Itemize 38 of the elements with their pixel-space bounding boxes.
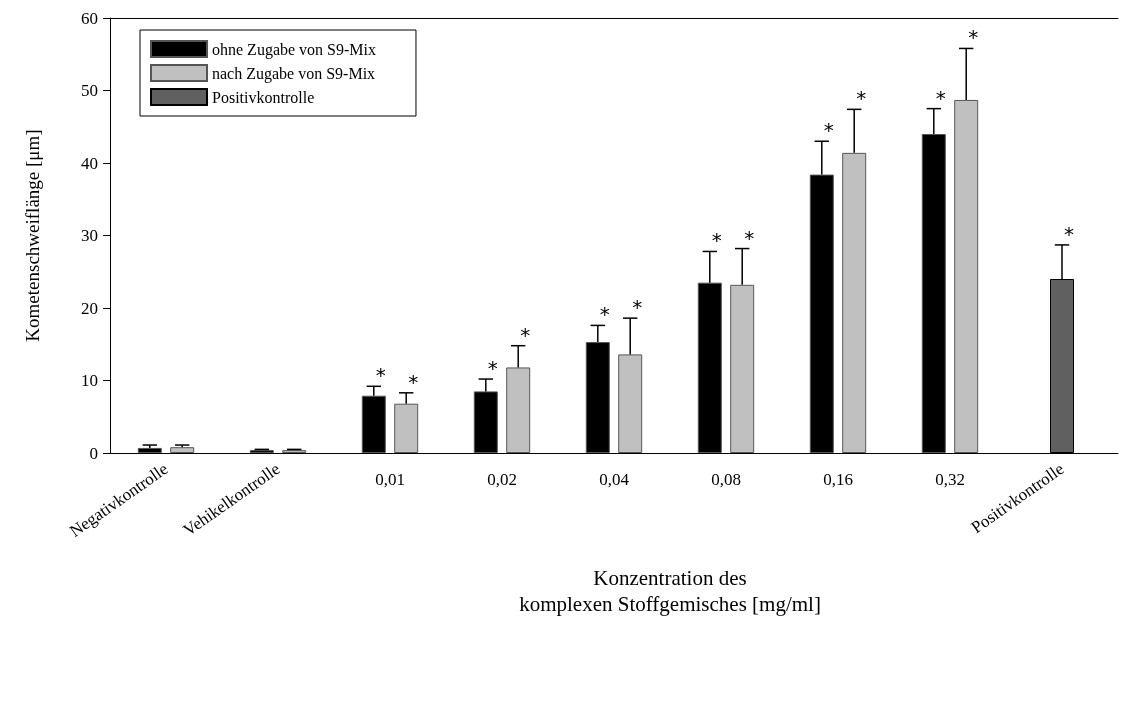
y-tick-label: 20 — [81, 298, 98, 318]
y-tick-label: 30 — [81, 226, 98, 245]
annotation: * — [375, 363, 386, 388]
legend-label: nach Zugabe von S9-Mix — [212, 64, 376, 83]
annotation: * — [520, 322, 531, 347]
annotation: * — [935, 85, 946, 110]
bar — [506, 367, 531, 453]
bar — [394, 403, 419, 453]
annotation: * — [632, 295, 643, 320]
bar — [618, 354, 643, 453]
y-tick-label: 40 — [81, 153, 98, 173]
annotation: * — [744, 225, 755, 250]
bar — [954, 99, 979, 453]
x-tick-label: 0,08 — [711, 470, 741, 489]
x-tick-label: 0,16 — [823, 470, 853, 489]
x-tick-label: 0,04 — [599, 470, 630, 489]
y-tick-label: 50 — [81, 81, 98, 100]
y-tick-label: 10 — [81, 371, 98, 390]
y-tick-label: 0 — [89, 443, 98, 463]
annotation: * — [487, 356, 498, 381]
x-tick-label: 0,01 — [375, 470, 405, 489]
y-axis-title: Kometenschweiflänge [μm] — [22, 129, 43, 342]
bar — [842, 152, 867, 453]
legend-label: Positivkontrolle — [212, 88, 315, 106]
bar — [730, 284, 755, 453]
y-tick-label: 60 — [81, 8, 98, 28]
legend-label: ohne Zugabe von S9-Mix — [212, 40, 376, 59]
x-tick-label: 0,32 — [935, 470, 965, 489]
x-axis-title: Konzentration des komplexen Stoffgemisches [mg/ml] — [519, 566, 821, 616]
annotation: * — [711, 228, 722, 253]
annotation: * — [1064, 221, 1074, 246]
annotation: * — [856, 86, 867, 111]
x-tick-label: 0,02 — [487, 470, 517, 489]
annotation: * — [968, 25, 979, 50]
annotation: * — [599, 302, 610, 327]
annotation: * — [408, 369, 419, 394]
bar — [170, 447, 195, 453]
annotation: * — [823, 118, 834, 143]
